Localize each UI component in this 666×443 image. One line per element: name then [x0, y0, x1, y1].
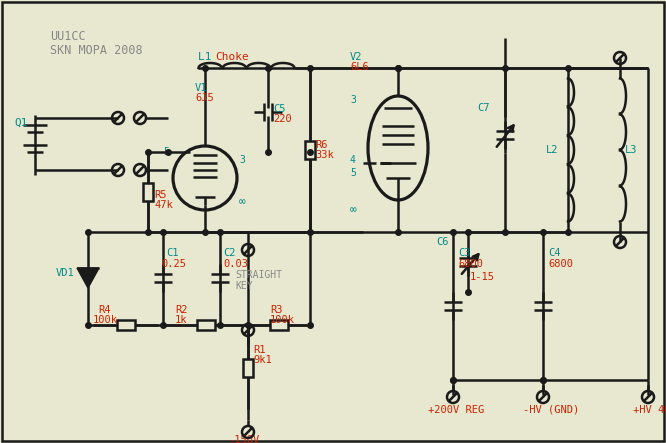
Text: C3: C3 [458, 248, 470, 258]
Text: 5: 5 [163, 147, 169, 157]
Text: C2: C2 [223, 248, 236, 258]
Bar [243, 358, 253, 377]
Text: R6: R6 [315, 140, 328, 150]
Text: 6800: 6800 [548, 259, 573, 269]
Text: R2: R2 [175, 305, 188, 315]
Text: 100k: 100k [270, 315, 295, 325]
Text: L1: L1 [198, 52, 218, 62]
Text: R1: R1 [253, 345, 266, 355]
Text: C7: C7 [477, 103, 490, 113]
Text: R3: R3 [270, 305, 282, 315]
Text: SKN MOPA 2008: SKN MOPA 2008 [50, 44, 143, 57]
Text: C1: C1 [166, 248, 178, 258]
Polygon shape [77, 268, 99, 288]
Text: 1k: 1k [175, 315, 188, 325]
Text: 6J5: 6J5 [195, 93, 214, 103]
Text: 5: 5 [350, 168, 356, 178]
Text: Q1: Q1 [14, 118, 27, 128]
Text: 47k: 47k [154, 200, 172, 210]
Text: V2: V2 [350, 52, 362, 62]
Text: R4: R4 [98, 305, 111, 315]
Bar [196, 320, 214, 330]
Text: +200V REG: +200V REG [428, 405, 484, 415]
Text: -150V: -150V [228, 435, 259, 443]
Text: V1: V1 [195, 83, 208, 93]
Text: L2: L2 [546, 145, 559, 155]
Text: UU1CC: UU1CC [50, 30, 86, 43]
Text: +HV 400V: +HV 400V [633, 405, 666, 415]
Bar [270, 320, 288, 330]
Text: C6: C6 [436, 237, 448, 247]
Text: 4: 4 [350, 155, 356, 165]
Text: C5: C5 [273, 104, 286, 114]
Text: KEY: KEY [235, 281, 252, 291]
Text: 3: 3 [239, 155, 245, 165]
Text: 6800: 6800 [458, 259, 483, 269]
Text: C4: C4 [548, 248, 561, 258]
Text: 6L6: 6L6 [350, 62, 369, 72]
Text: 33k: 33k [315, 150, 334, 160]
Text: 9k1: 9k1 [253, 355, 272, 365]
Text: VD1: VD1 [56, 268, 75, 278]
Bar [143, 183, 153, 201]
Text: 220: 220 [273, 114, 292, 124]
Bar [117, 320, 135, 330]
Text: L3: L3 [625, 145, 637, 155]
Text: -HV (GND): -HV (GND) [523, 405, 579, 415]
Text: ∞: ∞ [239, 197, 246, 207]
Text: Choke: Choke [215, 52, 248, 62]
Text: 0.03: 0.03 [223, 259, 248, 269]
Text: STRAIGHT: STRAIGHT [235, 270, 282, 280]
Text: ∞: ∞ [350, 205, 357, 215]
Bar [305, 141, 315, 159]
Text: 0.25: 0.25 [161, 259, 186, 269]
Text: R5: R5 [154, 190, 166, 200]
Text: 3: 3 [350, 95, 356, 105]
Text: 1-15: 1-15 [470, 272, 495, 282]
Text: 100k: 100k [93, 315, 118, 325]
